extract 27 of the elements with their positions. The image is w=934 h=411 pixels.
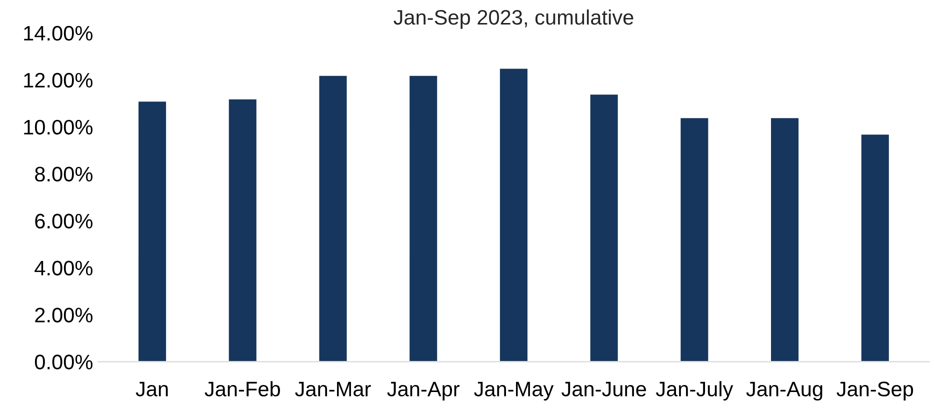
- chart-title: Jan-Sep 2023, cumulative: [394, 9, 634, 29]
- x-tick-label: Jan-June: [562, 382, 646, 396]
- y-tick-label: 0.00%: [34, 354, 92, 370]
- bar: [679, 116, 710, 362]
- x-tick-label: Jan-Feb: [204, 381, 280, 396]
- bar: [227, 98, 258, 362]
- y-tick-label: 14.00%: [24, 26, 92, 41]
- y-tick-label: 6.00%: [35, 214, 92, 229]
- x-tick-label: Jan-Mar: [295, 382, 371, 396]
- y-tick-label: 10.00%: [24, 120, 92, 135]
- bar: [860, 133, 890, 362]
- x-tick-label: Jan-Aug: [746, 382, 822, 401]
- bar: [498, 67, 529, 362]
- bar: [408, 74, 438, 362]
- bar: [770, 116, 800, 362]
- y-tick-label: 2.00%: [35, 308, 92, 322]
- y-tick-label: 4.00%: [34, 260, 92, 276]
- y-tick-label: 8.00%: [35, 166, 92, 182]
- x-tick-label: Jan-Sep: [836, 382, 914, 401]
- bar: [137, 100, 168, 362]
- x-tick-label: Jan-Apr: [387, 382, 460, 401]
- x-tick-label: Jan-May: [474, 382, 554, 401]
- y-tick-label: 12.00%: [24, 72, 92, 88]
- bar: [318, 74, 348, 362]
- x-tick-label: Jan: [136, 382, 168, 396]
- x-tick-label: Jan-July: [656, 381, 734, 401]
- bar: [588, 93, 620, 362]
